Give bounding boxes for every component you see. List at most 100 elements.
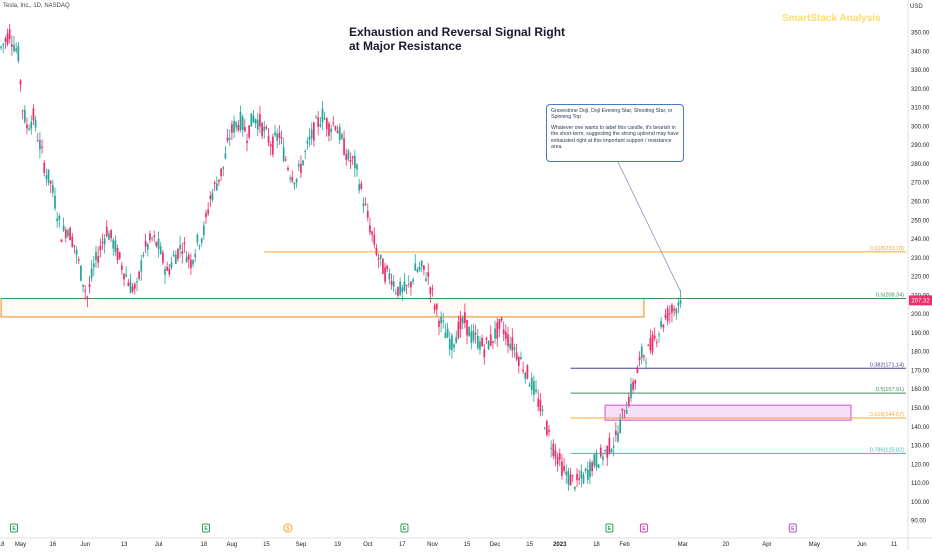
- candle-body: [602, 456, 604, 460]
- x-tick-label: Jul: [155, 542, 163, 548]
- candle-body: [373, 234, 376, 245]
- y-tick-label: 180.00: [911, 350, 930, 356]
- x-tick-label: 16: [50, 542, 57, 548]
- candle-body: [509, 343, 512, 349]
- candle-body: [472, 330, 475, 341]
- candle-body: [427, 272, 430, 277]
- event-marker[interactable]: E: [400, 523, 409, 533]
- candle-body: [138, 271, 140, 279]
- candle-body: [332, 122, 335, 124]
- candle-body: [168, 268, 171, 275]
- candle-body: [535, 389, 537, 392]
- x-tick-label: Jun: [80, 542, 90, 548]
- candle-body: [77, 259, 80, 261]
- candle-body: [228, 137, 231, 140]
- candle-body: [489, 334, 492, 346]
- last-price-text: 207.32: [911, 299, 930, 305]
- candle-body: [205, 212, 207, 218]
- candle-body: [347, 150, 350, 160]
- candle-body: [136, 281, 138, 283]
- candle-body: [507, 334, 509, 346]
- candle-body: [170, 262, 173, 268]
- candle-body: [494, 328, 496, 339]
- x-tick-label: 20: [723, 542, 730, 548]
- earnings-event-icon[interactable]: [400, 523, 409, 533]
- candle-body: [660, 321, 663, 327]
- candle-body: [261, 123, 263, 137]
- candle-body: [235, 122, 238, 128]
- candle-body: [399, 281, 402, 295]
- candle-body: [142, 254, 145, 257]
- candle-body: [530, 377, 533, 391]
- candle-body: [269, 144, 272, 147]
- event-marker[interactable]: E: [202, 523, 211, 533]
- candle-body: [379, 254, 382, 259]
- candle-body: [26, 124, 28, 129]
- event-letter: E: [12, 526, 16, 532]
- candle-body: [80, 265, 82, 281]
- candle-body: [51, 185, 54, 193]
- x-tick-label: 18: [593, 542, 600, 548]
- candle-body: [127, 282, 130, 286]
- candle-body: [19, 80, 22, 85]
- x-tick-label: 11: [891, 542, 898, 548]
- candle-body: [675, 308, 678, 314]
- candle-body: [382, 258, 384, 274]
- candle-body: [677, 302, 680, 306]
- candle-body: [82, 284, 84, 287]
- x-tick-label: Jun: [857, 542, 867, 548]
- candle-body: [6, 33, 9, 45]
- event-marker[interactable]: E: [639, 523, 648, 533]
- candle-body: [319, 124, 322, 127]
- candle-body: [405, 285, 408, 287]
- candle-body: [651, 334, 654, 353]
- x-tick-label: 18: [201, 542, 208, 548]
- earnings-event-icon[interactable]: [202, 523, 211, 533]
- candle-body: [291, 176, 294, 182]
- target-zone: [604, 404, 852, 421]
- candles-layer: [0, 24, 682, 492]
- event-marker[interactable]: S: [283, 523, 293, 533]
- candle-body: [213, 182, 216, 185]
- candle-body: [638, 357, 641, 361]
- candle-body: [304, 151, 307, 153]
- earnings-event-icon[interactable]: [639, 523, 648, 533]
- candle-body: [371, 231, 373, 235]
- candle-body: [504, 331, 507, 340]
- event-letter: E: [403, 526, 407, 532]
- candle-body: [32, 108, 35, 121]
- candle-body: [99, 245, 102, 251]
- candle-body: [459, 317, 462, 330]
- candle-body: [226, 137, 229, 141]
- candle-body: [451, 335, 453, 351]
- candle-body: [435, 304, 438, 310]
- event-marker[interactable]: E: [10, 523, 19, 533]
- candle-body: [198, 245, 201, 247]
- candle-body: [524, 372, 527, 379]
- candle-body: [110, 229, 112, 239]
- event-marker[interactable]: E: [605, 523, 614, 533]
- split-event-icon[interactable]: [283, 523, 293, 533]
- candle-body: [278, 132, 281, 138]
- candle-body: [586, 469, 589, 480]
- candle-body: [610, 449, 613, 452]
- candle-body: [591, 462, 593, 472]
- candle-body: [558, 453, 561, 460]
- candle-body: [655, 342, 658, 344]
- event-marker[interactable]: E: [788, 523, 797, 533]
- candle-body: [673, 308, 675, 311]
- candle-body: [105, 226, 108, 237]
- earnings-event-icon[interactable]: [788, 523, 797, 533]
- candle-body: [612, 445, 615, 448]
- candle-body: [375, 247, 378, 255]
- candle-body: [248, 125, 251, 138]
- candle-body: [662, 324, 665, 328]
- candle-body: [15, 48, 18, 51]
- fib-level-label: 0.786(125.82): [870, 447, 904, 453]
- y-tick-label: 90.00: [911, 519, 927, 525]
- earnings-event-icon[interactable]: [10, 523, 19, 533]
- earnings-event-icon[interactable]: [605, 523, 614, 533]
- candle-body: [84, 290, 87, 292]
- candle-body: [162, 252, 164, 263]
